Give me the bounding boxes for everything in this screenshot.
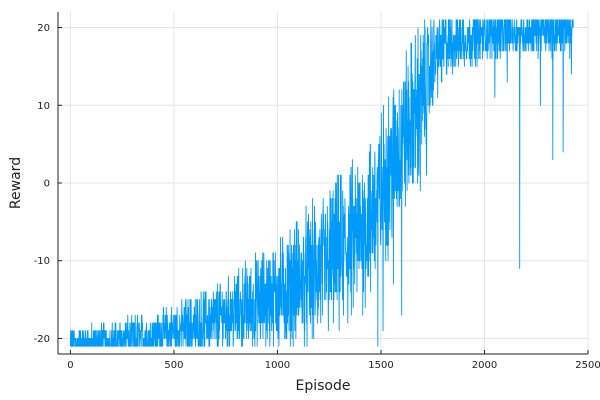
y-tick-label: -10 — [34, 256, 50, 267]
x-axis-title: Episode — [296, 378, 351, 394]
x-tick-label: 2000 — [472, 360, 497, 371]
x-tick-label: 2500 — [575, 360, 600, 371]
series-layer — [69, 19, 574, 347]
x-tick-label: 500 — [164, 360, 183, 371]
x-tick-label: 1000 — [265, 360, 290, 371]
reward-series-line — [69, 19, 574, 347]
y-tick-label: 20 — [37, 23, 50, 34]
y-tick-label: 10 — [37, 101, 50, 112]
x-tick-label: 1500 — [368, 360, 393, 371]
y-axis-title: Reward — [8, 157, 24, 209]
y-tick-label: 0 — [44, 179, 50, 190]
y-tick-label: -20 — [34, 334, 50, 345]
grid — [58, 12, 589, 354]
x-tick-label: 0 — [67, 360, 73, 371]
ticks: 0 500 1000 1500 2000 2500 -20 -10 0 10 20 — [34, 23, 600, 371]
